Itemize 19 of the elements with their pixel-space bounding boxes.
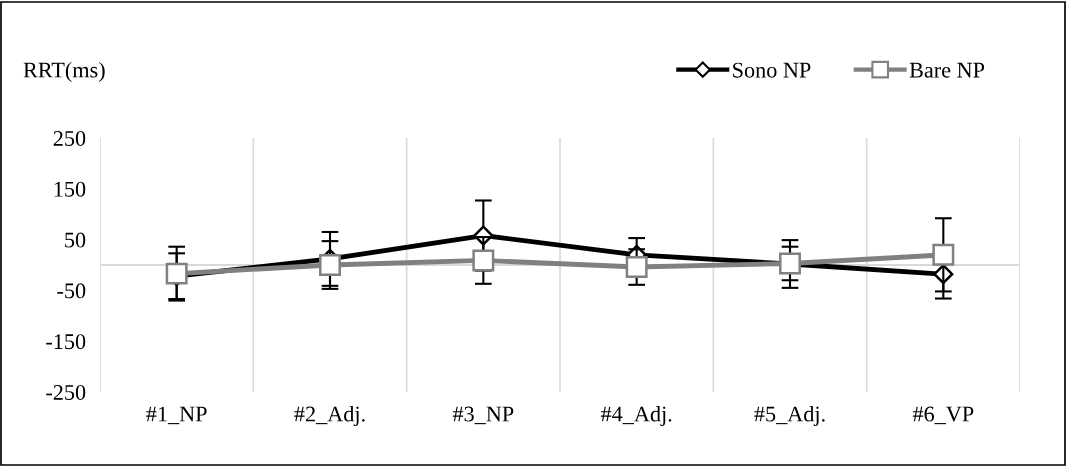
x-tick-label: #4_Adj. [600,405,672,427]
x-tick-label: #3_NP [452,406,514,425]
x-tick-label: #2_Adj. [294,405,365,427]
y-tick-label: -250 [46,384,86,400]
point [625,256,648,278]
y-tick-label: -50 [57,283,86,299]
y-axis-title: RRT(ms) [23,61,105,83]
point [472,249,495,272]
y-tick-label: 250 [53,130,86,146]
legend-label: Sono NP [733,62,811,78]
y-tick-label: -150 [46,334,86,350]
x-tick-label: #5_Adj. [754,405,825,427]
y-tick-label: 50 [65,232,86,248]
legend-label: Bare NP [909,62,985,78]
y-tick-label: 150 [54,181,86,197]
point [932,243,955,266]
x-tick-label: #6_VP [912,406,974,425]
x-tick-label: #1_NP [146,406,207,425]
point [319,254,341,276]
